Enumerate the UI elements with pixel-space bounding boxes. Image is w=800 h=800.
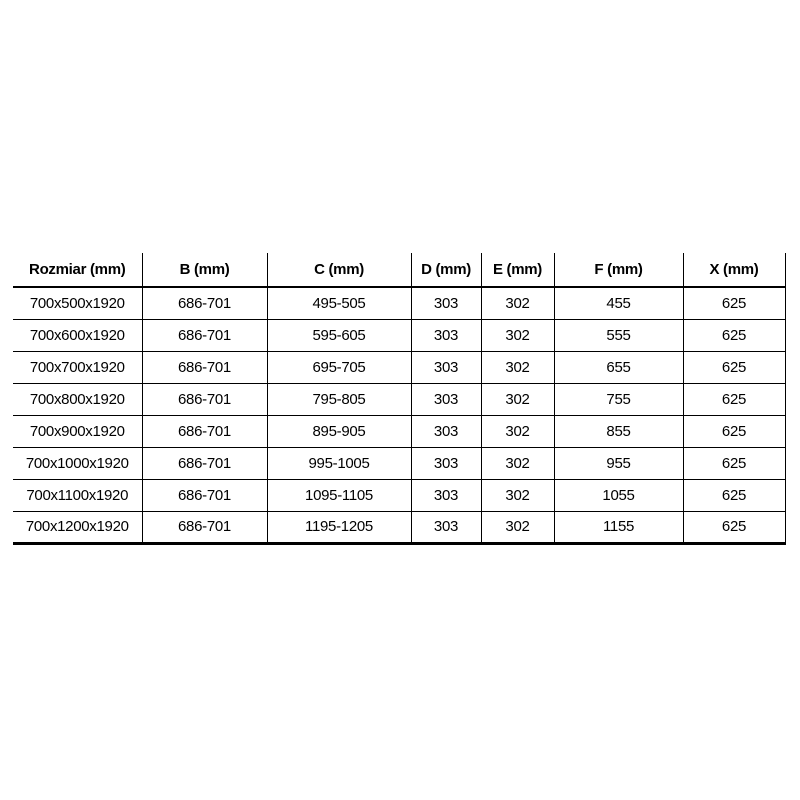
- cell-c: 1195-1205: [267, 511, 412, 545]
- cell-f: 1155: [554, 511, 684, 545]
- cell-e: 302: [481, 319, 555, 352]
- cell-x: 625: [683, 415, 786, 448]
- cell-rozmiar: 700x700x1920: [13, 351, 143, 384]
- cell-e: 302: [481, 287, 555, 320]
- cell-c: 995-1005: [267, 447, 412, 480]
- cell-d: 303: [411, 479, 482, 512]
- cell-d: 303: [411, 319, 482, 352]
- cell-f: 455: [554, 287, 684, 320]
- header-cell-c: C (mm): [267, 253, 412, 288]
- cell-d: 303: [411, 383, 482, 416]
- cell-e: 302: [481, 351, 555, 384]
- cell-b: 686-701: [142, 351, 268, 384]
- table-row: 700x1100x1920 686-701 1095-1105 303 302 …: [13, 479, 786, 512]
- cell-rozmiar: 700x1100x1920: [13, 479, 143, 512]
- cell-x: 625: [683, 351, 786, 384]
- table-row: 700x1200x1920 686-701 1195-1205 303 302 …: [13, 511, 786, 545]
- cell-b: 686-701: [142, 319, 268, 352]
- cell-rozmiar: 700x1000x1920: [13, 447, 143, 480]
- cell-d: 303: [411, 447, 482, 480]
- cell-c: 595-605: [267, 319, 412, 352]
- cell-x: 625: [683, 511, 786, 545]
- cell-x: 625: [683, 383, 786, 416]
- cell-rozmiar: 700x800x1920: [13, 383, 143, 416]
- header-row: Rozmiar (mm) B (mm) C (mm) D (mm) E (mm)…: [13, 253, 786, 288]
- cell-c: 1095-1105: [267, 479, 412, 512]
- cell-rozmiar: 700x900x1920: [13, 415, 143, 448]
- cell-f: 655: [554, 351, 684, 384]
- cell-d: 303: [411, 287, 482, 320]
- size-specification-table: Rozmiar (mm) B (mm) C (mm) D (mm) E (mm)…: [13, 253, 786, 545]
- cell-d: 303: [411, 415, 482, 448]
- cell-f: 955: [554, 447, 684, 480]
- cell-f: 555: [554, 319, 684, 352]
- table-row: 700x500x1920 686-701 495-505 303 302 455…: [13, 287, 786, 320]
- table-row: 700x900x1920 686-701 895-905 303 302 855…: [13, 415, 786, 448]
- header-cell-b: B (mm): [142, 253, 268, 288]
- header-cell-e: E (mm): [481, 253, 555, 288]
- cell-rozmiar: 700x500x1920: [13, 287, 143, 320]
- cell-b: 686-701: [142, 383, 268, 416]
- cell-x: 625: [683, 447, 786, 480]
- cell-f: 1055: [554, 479, 684, 512]
- cell-b: 686-701: [142, 415, 268, 448]
- cell-b: 686-701: [142, 479, 268, 512]
- cell-e: 302: [481, 415, 555, 448]
- cell-e: 302: [481, 511, 555, 545]
- cell-x: 625: [683, 319, 786, 352]
- header-cell-f: F (mm): [554, 253, 684, 288]
- cell-e: 302: [481, 447, 555, 480]
- cell-rozmiar: 700x1200x1920: [13, 511, 143, 545]
- header-cell-rozmiar: Rozmiar (mm): [13, 253, 143, 288]
- table-row: 700x600x1920 686-701 595-605 303 302 555…: [13, 319, 786, 352]
- cell-f: 755: [554, 383, 684, 416]
- header-cell-x: X (mm): [683, 253, 786, 288]
- cell-b: 686-701: [142, 447, 268, 480]
- cell-d: 303: [411, 511, 482, 545]
- cell-d: 303: [411, 351, 482, 384]
- cell-c: 895-905: [267, 415, 412, 448]
- table-row: 700x1000x1920 686-701 995-1005 303 302 9…: [13, 447, 786, 480]
- cell-rozmiar: 700x600x1920: [13, 319, 143, 352]
- cell-b: 686-701: [142, 287, 268, 320]
- cell-b: 686-701: [142, 511, 268, 545]
- cell-x: 625: [683, 287, 786, 320]
- cell-x: 625: [683, 479, 786, 512]
- cell-e: 302: [481, 479, 555, 512]
- table-row: 700x800x1920 686-701 795-805 303 302 755…: [13, 383, 786, 416]
- header-cell-d: D (mm): [411, 253, 482, 288]
- cell-c: 495-505: [267, 287, 412, 320]
- cell-e: 302: [481, 383, 555, 416]
- cell-f: 855: [554, 415, 684, 448]
- cell-c: 795-805: [267, 383, 412, 416]
- cell-c: 695-705: [267, 351, 412, 384]
- table-row: 700x700x1920 686-701 695-705 303 302 655…: [13, 351, 786, 384]
